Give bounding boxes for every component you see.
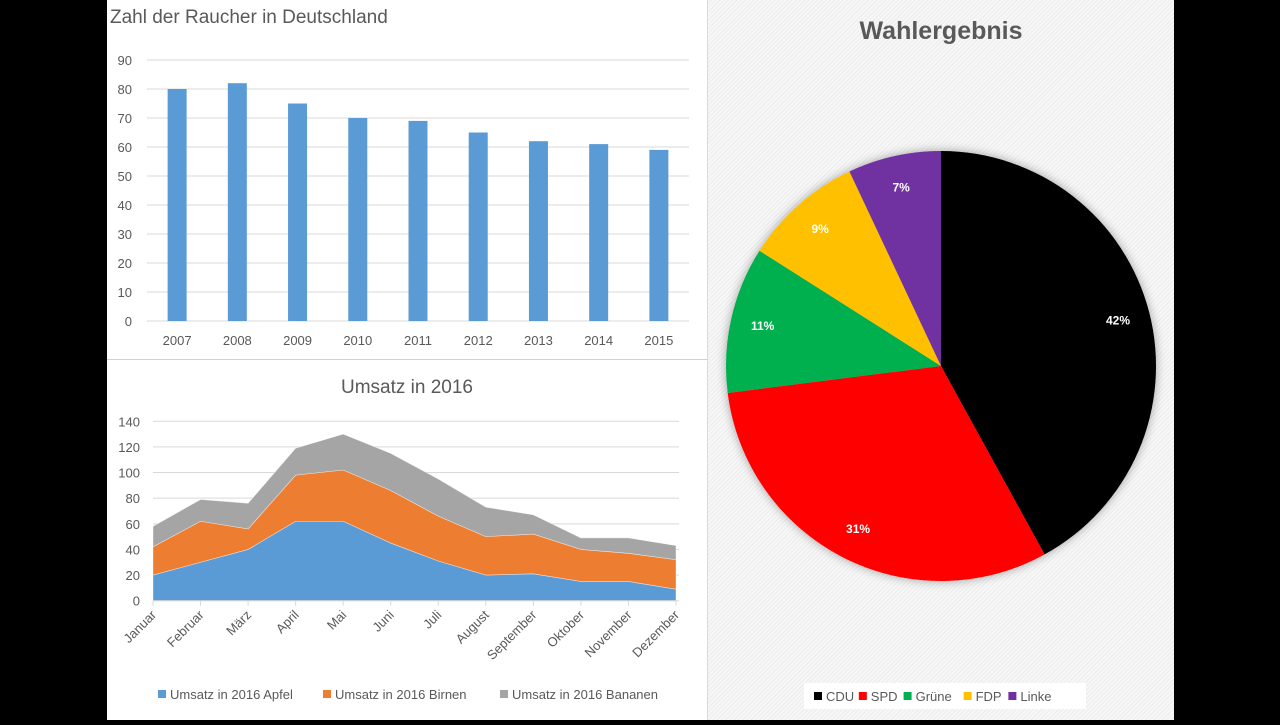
y-tick-label: 20 — [126, 568, 140, 583]
x-tick-label: 2008 — [223, 333, 252, 348]
x-tick-label: Juli — [420, 607, 444, 631]
left-panel: Zahl der Raucher in Deutschland 0 10 20 30 4… — [107, 0, 707, 720]
legend-label: Umsatz in 2016 Birnen — [335, 687, 467, 702]
bar-2014 — [589, 144, 609, 321]
x-tick-label: 2010 — [343, 333, 372, 348]
pie-legend-swatch — [814, 692, 822, 700]
pie-legend-item: Linke — [1008, 689, 1051, 704]
pie-slice-grüne — [726, 250, 941, 393]
x-tick-label: Oktober — [544, 607, 588, 651]
y-tick-label: 30 — [118, 227, 132, 242]
pie-legend-swatch — [1008, 692, 1017, 700]
y-tick-label: 90 — [118, 53, 132, 68]
pie-legend-label: CDU — [826, 689, 854, 704]
bar-2010 — [348, 118, 368, 321]
bar-2009 — [288, 103, 308, 321]
bar-2013 — [528, 141, 548, 321]
x-tick-label: Februar — [164, 607, 207, 650]
pie-slice-fdp — [759, 171, 941, 366]
legend-label: Umsatz in 2016 Bananen — [512, 687, 658, 702]
x-tick-label: 2013 — [524, 333, 553, 348]
x-tick-label: 2012 — [464, 333, 493, 348]
y-tick-label: 100 — [118, 466, 140, 481]
area-bananen — [152, 433, 677, 561]
pie-data-label: 31% — [846, 522, 870, 536]
pie-legend-label: Grüne — [916, 689, 952, 704]
legend-swatch — [323, 690, 331, 698]
x-tick-label: Juni — [369, 607, 397, 635]
x-tick-label: 2007 — [163, 333, 192, 348]
y-tick-label: 50 — [118, 169, 132, 184]
area-chart: Umsatz in 2016 0 20 40 60 80 100 120 140 Januar… — [118, 377, 682, 702]
x-tick-label: Januar — [120, 607, 159, 646]
y-tick-label: 40 — [118, 198, 132, 213]
pie-chart: Wahlergebnis 42% 31% 11% 9% 7% CDU SPD Grüne FD… — [726, 17, 1156, 709]
bar-2007 — [167, 89, 187, 321]
pie-legend-item: SPD — [858, 689, 898, 704]
pie-slice-linke — [849, 151, 941, 366]
pie-legend-swatch — [858, 692, 867, 700]
y-tick-label: 60 — [126, 517, 140, 532]
x-tick-label: 2009 — [283, 333, 312, 348]
pie-data-label: 9% — [811, 222, 829, 236]
y-tick-label: 70 — [118, 111, 132, 126]
y-tick-label: 60 — [118, 140, 132, 155]
bar-chart-panel: Zahl der Raucher in Deutschland 0 10 20 30 4… — [107, 0, 707, 360]
x-tick-label: Mai — [324, 607, 349, 632]
area-chart-panel: Umsatz in 2016 0 20 40 60 80 100 120 140 Januar… — [107, 360, 707, 720]
pie-data-label: 7% — [892, 181, 910, 195]
x-tick-label: September — [484, 607, 540, 663]
area-chart-title: Umsatz in 2016 — [341, 377, 473, 398]
x-tick-label: 2015 — [644, 333, 673, 348]
pie-legend-swatch — [903, 692, 912, 700]
pie-chart-panel: Wahlergebnis 42% 31% 11% 9% 7% CDU SPD Grüne FD… — [707, 0, 1174, 720]
legend-swatch — [500, 690, 508, 698]
x-tick-label: August — [453, 607, 492, 646]
bar-2011 — [408, 120, 428, 322]
x-tick-label: April — [273, 607, 302, 636]
bar-chart: Zahl der Raucher in Deutschland 0 10 20 30 4… — [110, 7, 689, 348]
bar-2015 — [649, 149, 669, 321]
pie-slice-spd — [727, 366, 1045, 581]
legend-item: Umsatz in 2016 Birnen — [323, 687, 467, 702]
pie-legend-item: CDU — [814, 689, 854, 704]
pie-legend-label: SPD — [871, 689, 898, 704]
pie-legend-swatch — [963, 692, 972, 700]
pie-legend-item: Grüne — [903, 689, 952, 704]
y-tick-label: 80 — [126, 491, 140, 506]
x-tick-label: Dezember — [629, 607, 682, 660]
pie-legend-label: FDP — [976, 689, 1002, 704]
x-tick-label: November — [582, 607, 635, 660]
y-tick-label: 120 — [118, 440, 140, 455]
pie-legend-item: FDP — [963, 689, 1002, 704]
x-tick-label: 2014 — [584, 333, 613, 348]
y-tick-label: 40 — [126, 542, 140, 557]
pie-chart-title: Wahlergebnis — [860, 17, 1023, 45]
pie-slice-cdu — [941, 151, 1156, 555]
bar-2008 — [227, 83, 247, 321]
y-tick-label: 0 — [133, 594, 140, 609]
legend-label: Umsatz in 2016 Apfel — [170, 687, 293, 702]
bar-chart-title: Zahl der Raucher in Deutschland — [110, 7, 388, 28]
y-tick-label: 0 — [125, 314, 132, 329]
legend-item: Umsatz in 2016 Bananen — [500, 687, 658, 702]
y-tick-label: 20 — [118, 256, 132, 271]
y-tick-label: 10 — [118, 285, 132, 300]
x-tick-label: März — [223, 607, 254, 638]
pie-data-label: 11% — [751, 319, 775, 333]
legend-swatch — [158, 690, 166, 698]
bar-2012 — [468, 132, 488, 321]
pie-legend-box — [804, 683, 1086, 709]
y-tick-label: 140 — [118, 414, 140, 429]
legend-item: Umsatz in 2016 Apfel — [158, 687, 293, 702]
x-tick-label: 2011 — [404, 333, 432, 348]
pie-data-label: 42% — [1106, 314, 1130, 328]
y-tick-label: 80 — [118, 82, 132, 97]
pie-legend-label: Linke — [1020, 689, 1051, 704]
